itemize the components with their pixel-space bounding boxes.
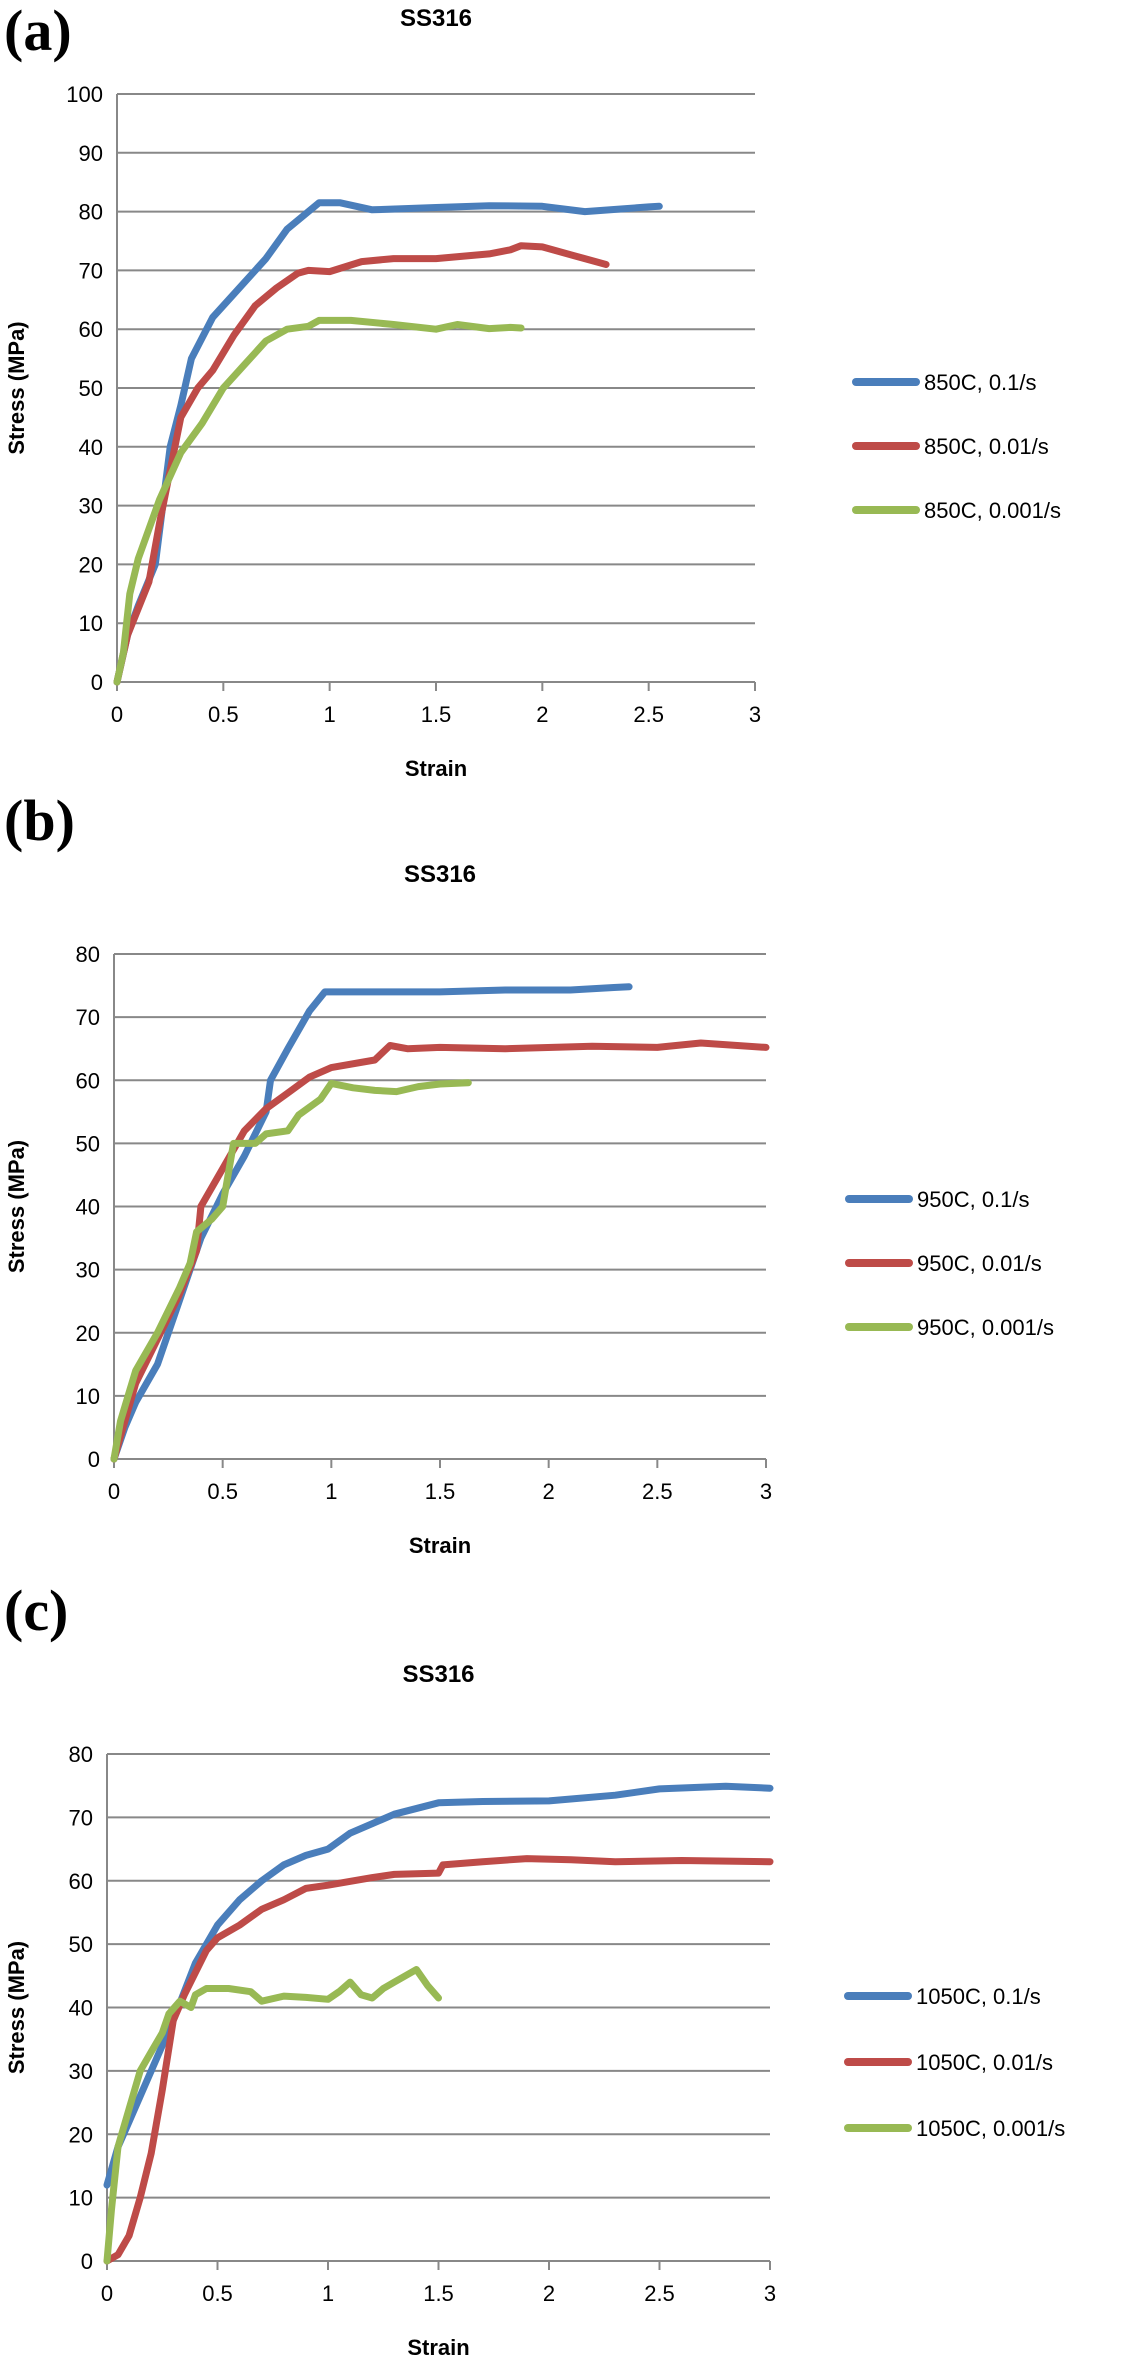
chart-b-x-axis-label: Strain [409, 1533, 471, 1558]
y-tick-label: 80 [76, 942, 100, 967]
x-tick-label: 2.5 [642, 1479, 673, 1504]
chart-c-svg: SS316 0 10 20 30 40 50 60 70 80 0 0.5 1 1.5 2 2.5 3 Strai… [4, 1661, 1065, 2360]
chart-c-title: SS316 [402, 1661, 474, 1688]
legend-label: 950C, 0.001/s [917, 1315, 1054, 1340]
series-line-3 [113, 316, 525, 686]
x-tick-label: 0 [111, 702, 123, 727]
x-tick-label: 0.5 [208, 702, 239, 727]
x-tick-label: 3 [764, 2281, 776, 2306]
y-tick-label: 30 [79, 494, 103, 519]
y-tick-label: 40 [79, 435, 103, 460]
x-tick-label: 2.5 [644, 2281, 675, 2306]
x-tick-label: 2 [543, 1479, 555, 1504]
x-tick-label: 0 [108, 1479, 120, 1504]
chart-panel-b: (b) SS316 0 10 20 30 40 50 60 70 80 0 0.5 1 1.5 2 2.5 3 S… [0, 790, 1130, 1580]
y-tick-label: 30 [76, 1258, 100, 1283]
x-tick-label: 2.5 [633, 702, 664, 727]
y-tick-label: 60 [69, 1869, 93, 1894]
x-tick-label: 2 [536, 702, 548, 727]
chart-a-y-axis-label: Stress (MPa) [4, 321, 29, 454]
y-tick-label: 40 [69, 1996, 93, 2021]
panel-label-a: (a) [4, 0, 72, 63]
x-tick-label: 1 [322, 2281, 334, 2306]
y-tick-label: 50 [69, 1932, 93, 1957]
x-tick-label: 0.5 [202, 2281, 233, 2306]
y-tick-label: 70 [76, 1005, 100, 1030]
y-tick-label: 0 [91, 670, 103, 695]
panel-label-c: (c) [4, 1578, 69, 1643]
x-tick-label: 1.5 [425, 1479, 456, 1504]
y-tick-label: 10 [76, 1384, 100, 1409]
y-tick-label: 10 [79, 611, 103, 636]
y-tick-label: 10 [69, 2186, 93, 2211]
series-line-1 [113, 199, 663, 686]
y-tick-label: 70 [79, 258, 103, 283]
y-tick-label: 0 [81, 2249, 93, 2274]
x-tick-label: 1 [324, 702, 336, 727]
x-tick-label: 1.5 [421, 702, 452, 727]
y-tick-label: 70 [69, 1805, 93, 1830]
x-tick-label: 3 [760, 1479, 772, 1504]
chart-a-x-axis-label: Strain [405, 756, 467, 781]
chart-panel-c: (c) SS316 0 10 20 30 40 50 60 70 80 0 0.5 1 1.5 2 2.5 3 S… [0, 1580, 1130, 2376]
x-tick-label: 1.5 [423, 2281, 454, 2306]
legend-label: 850C, 0.01/s [924, 434, 1049, 459]
y-tick-label: 20 [69, 2122, 93, 2147]
chart-a-svg: SS316 0 10 20 30 40 50 60 70 80 90 100 0 0.5 1 1.5 2 2.5 3… [4, 5, 1061, 781]
chart-b-title: SS316 [404, 861, 476, 888]
legend-label: 1050C, 0.01/s [916, 2050, 1053, 2075]
x-tick-label: 1 [325, 1479, 337, 1504]
chart-c-y-axis-label: Stress (MPa) [4, 1941, 29, 2074]
chart-c-x-axis-label: Strain [407, 2335, 469, 2360]
chart-b-svg: SS316 0 10 20 30 40 50 60 70 80 0 0.5 1 1.5 2 2.5 3 Strai… [4, 861, 1054, 1558]
y-tick-label: 60 [79, 317, 103, 342]
series-line-2 [103, 1855, 774, 2265]
y-tick-label: 60 [76, 1068, 100, 1093]
y-tick-label: 30 [69, 2059, 93, 2084]
y-tick-label: 50 [76, 1131, 100, 1156]
y-tick-label: 80 [69, 1742, 93, 1767]
legend-label: 850C, 0.1/s [924, 370, 1037, 395]
y-tick-label: 40 [76, 1195, 100, 1220]
chart-b-y-axis-label: Stress (MPa) [4, 1140, 29, 1273]
series-line-2 [113, 242, 610, 686]
legend-label: 850C, 0.001/s [924, 498, 1061, 523]
y-tick-label: 90 [79, 141, 103, 166]
y-tick-label: 50 [79, 376, 103, 401]
series-line-3 [110, 1079, 472, 1463]
x-tick-label: 0 [101, 2281, 113, 2306]
y-tick-label: 0 [88, 1447, 100, 1472]
x-tick-label: 2 [543, 2281, 555, 2306]
x-tick-label: 0.5 [207, 1479, 238, 1504]
chart-panel-a: (a) SS316 0 10 20 30 40 50 60 70 80 90 100 0 0.5 1 1.5 2… [0, 0, 1130, 790]
chart-a-title: SS316 [400, 5, 472, 32]
x-tick-label: 3 [749, 702, 761, 727]
legend-label: 950C, 0.01/s [917, 1251, 1042, 1276]
series-line-1 [103, 1782, 774, 2189]
legend-label: 1050C, 0.001/s [916, 2116, 1065, 2141]
panel-label-b: (b) [4, 788, 75, 853]
y-tick-label: 20 [76, 1321, 100, 1346]
legend-label: 1050C, 0.1/s [916, 1984, 1041, 2009]
y-tick-label: 100 [66, 82, 103, 107]
legend-label: 950C, 0.1/s [917, 1187, 1030, 1212]
y-tick-label: 20 [79, 552, 103, 577]
series-line-3 [103, 1966, 442, 2265]
y-tick-label: 80 [79, 200, 103, 225]
